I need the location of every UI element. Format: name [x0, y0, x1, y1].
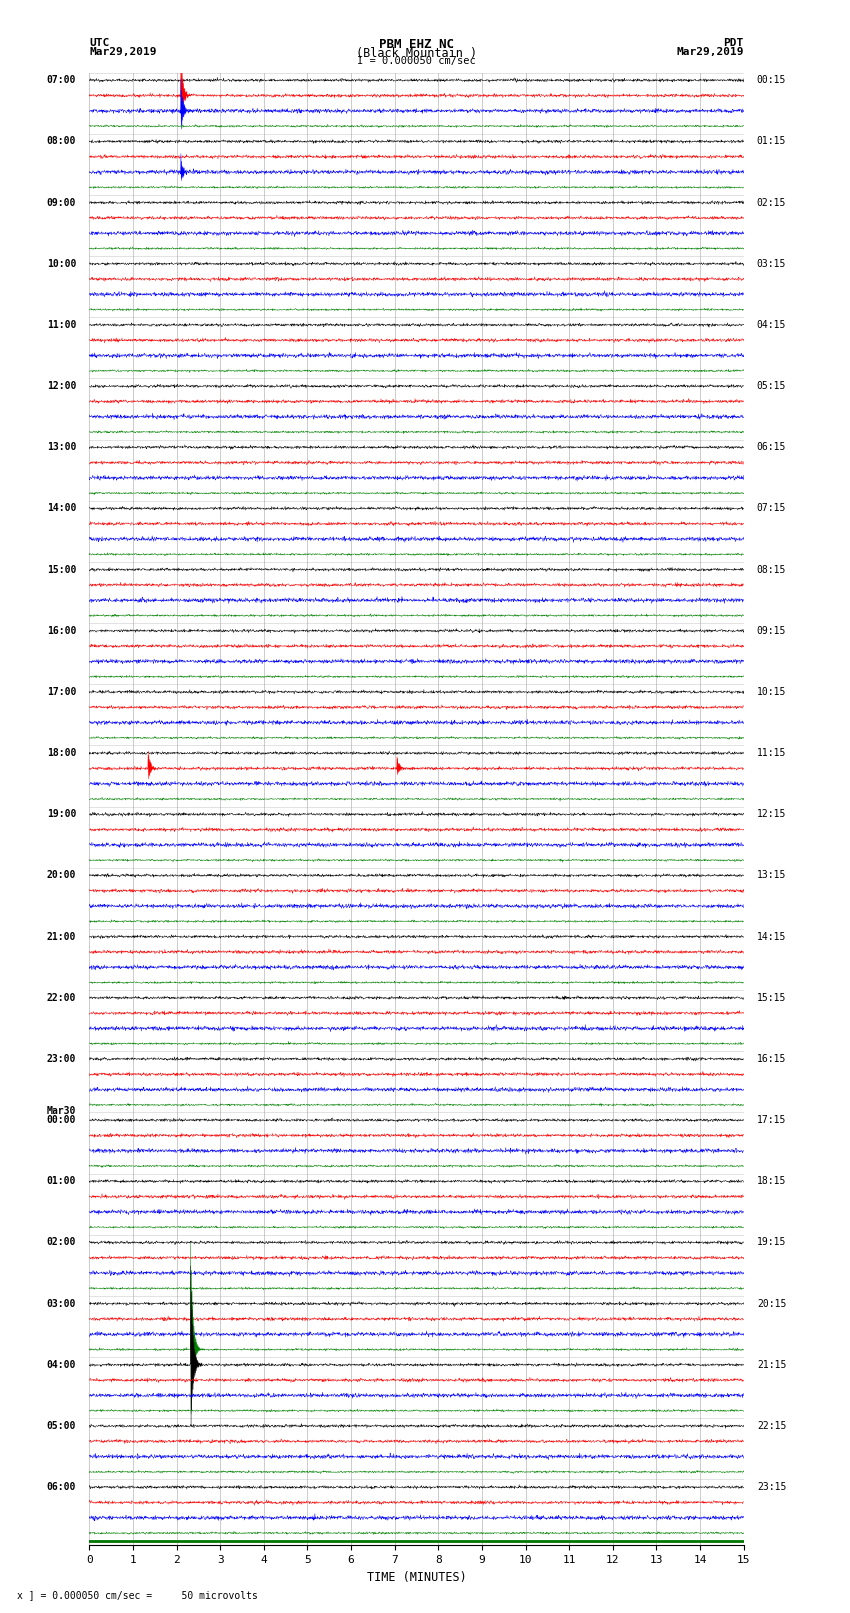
Text: 20:15: 20:15	[756, 1298, 786, 1308]
Text: 01:15: 01:15	[756, 137, 786, 147]
Text: 13:00: 13:00	[47, 442, 76, 452]
Text: 05:00: 05:00	[47, 1421, 76, 1431]
Text: 08:00: 08:00	[47, 137, 76, 147]
Text: 06:15: 06:15	[756, 442, 786, 452]
Text: 00:00: 00:00	[47, 1115, 76, 1126]
Text: 01:00: 01:00	[47, 1176, 76, 1186]
Text: 03:15: 03:15	[756, 258, 786, 269]
Text: 22:00: 22:00	[47, 992, 76, 1003]
Text: x ] = 0.000050 cm/sec =     50 microvolts: x ] = 0.000050 cm/sec = 50 microvolts	[17, 1590, 258, 1600]
Text: 15:15: 15:15	[756, 992, 786, 1003]
Text: 19:15: 19:15	[756, 1237, 786, 1247]
Text: Mar29,2019: Mar29,2019	[89, 47, 156, 56]
Text: 21:00: 21:00	[47, 932, 76, 942]
Text: 10:15: 10:15	[756, 687, 786, 697]
Text: 15:00: 15:00	[47, 565, 76, 574]
Text: 07:00: 07:00	[47, 76, 76, 85]
Text: 03:00: 03:00	[47, 1298, 76, 1308]
Text: 12:00: 12:00	[47, 381, 76, 390]
Text: 11:00: 11:00	[47, 319, 76, 331]
Text: Mar29,2019: Mar29,2019	[677, 47, 744, 56]
Text: PBM EHZ NC: PBM EHZ NC	[379, 37, 454, 52]
Text: PDT: PDT	[723, 37, 744, 48]
Text: 11:15: 11:15	[756, 748, 786, 758]
Text: 02:15: 02:15	[756, 197, 786, 208]
Text: 00:15: 00:15	[756, 76, 786, 85]
Text: 18:00: 18:00	[47, 748, 76, 758]
Text: 02:00: 02:00	[47, 1237, 76, 1247]
Text: 08:15: 08:15	[756, 565, 786, 574]
Text: 17:15: 17:15	[756, 1115, 786, 1126]
Text: 05:15: 05:15	[756, 381, 786, 390]
Text: UTC: UTC	[89, 37, 110, 48]
Text: 22:15: 22:15	[756, 1421, 786, 1431]
Text: 18:15: 18:15	[756, 1176, 786, 1186]
Text: 20:00: 20:00	[47, 871, 76, 881]
Text: 09:15: 09:15	[756, 626, 786, 636]
Text: 21:15: 21:15	[756, 1360, 786, 1369]
Text: 12:15: 12:15	[756, 810, 786, 819]
Text: 14:00: 14:00	[47, 503, 76, 513]
Text: 07:15: 07:15	[756, 503, 786, 513]
Text: Mar30: Mar30	[47, 1107, 76, 1116]
Text: 13:15: 13:15	[756, 871, 786, 881]
Text: 04:00: 04:00	[47, 1360, 76, 1369]
X-axis label: TIME (MINUTES): TIME (MINUTES)	[366, 1571, 467, 1584]
Text: 19:00: 19:00	[47, 810, 76, 819]
Text: 09:00: 09:00	[47, 197, 76, 208]
Text: 16:15: 16:15	[756, 1053, 786, 1065]
Text: 16:00: 16:00	[47, 626, 76, 636]
Text: 10:00: 10:00	[47, 258, 76, 269]
Text: 14:15: 14:15	[756, 932, 786, 942]
Text: 04:15: 04:15	[756, 319, 786, 331]
Text: 23:00: 23:00	[47, 1053, 76, 1065]
Text: (Black Mountain ): (Black Mountain )	[356, 47, 477, 60]
Text: I = 0.000050 cm/sec: I = 0.000050 cm/sec	[357, 56, 476, 66]
Text: 06:00: 06:00	[47, 1482, 76, 1492]
Text: 17:00: 17:00	[47, 687, 76, 697]
Text: 23:15: 23:15	[756, 1482, 786, 1492]
